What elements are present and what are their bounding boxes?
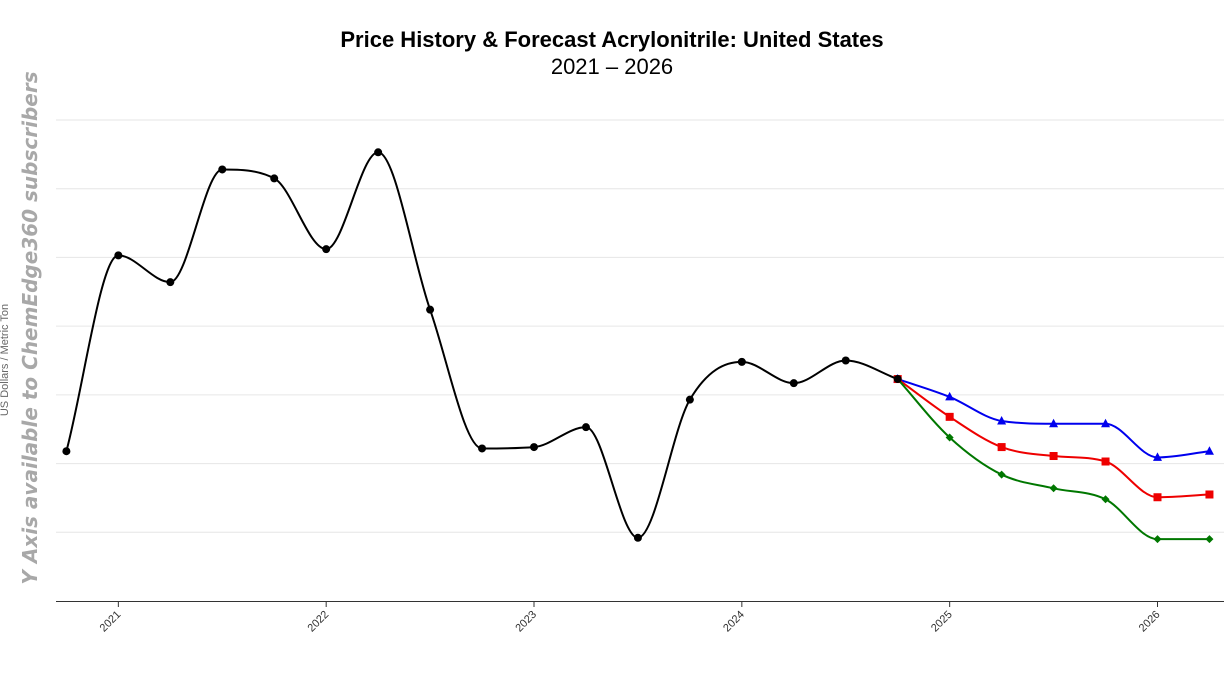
x-tick-label-2024: 2024 [721, 609, 747, 635]
y-axis-label: US Dollars / Metric Ton [0, 304, 11, 416]
point-forecast-mid-4 [1101, 457, 1110, 466]
chart-subtitle: 2021 – 2026 [550, 54, 674, 79]
series-layer [62, 148, 1214, 544]
x-tick-label-2025: 2025 [929, 609, 955, 635]
series-line-forecast-high [897, 378, 1210, 459]
series-history [62, 148, 902, 542]
y-axis-watermark: Y Axis available to ChemEdge360 subscrib… [18, 71, 42, 584]
x-tick-label-2026: 2026 [1137, 609, 1163, 635]
point-history-3 [218, 165, 227, 174]
series-forecast-high [893, 374, 1214, 461]
gridlines [56, 119, 1224, 533]
point-history-2 [166, 278, 175, 287]
point-history-11 [633, 533, 642, 542]
point-forecast-low-6 [1205, 535, 1214, 544]
x-tick-label-2021: 2021 [98, 609, 124, 635]
point-forecast-low-2 [997, 470, 1006, 479]
point-history-15 [841, 356, 850, 365]
point-history-6 [374, 148, 383, 157]
point-forecast-high-1 [945, 391, 955, 401]
point-history-9 [530, 443, 539, 452]
x-tick-label-2022: 2022 [306, 609, 332, 635]
point-history-8 [478, 444, 487, 453]
chart-title: Price History & Forecast Acrylonitrile: … [340, 27, 884, 52]
point-forecast-mid-5 [1153, 493, 1162, 502]
point-forecast-high-6 [1204, 446, 1214, 455]
point-forecast-mid-2 [997, 443, 1006, 452]
point-forecast-mid-6 [1205, 490, 1214, 499]
point-forecast-low-1 [945, 433, 954, 442]
point-forecast-mid-1 [945, 412, 954, 421]
point-history-4 [270, 174, 279, 183]
series-line-forecast-mid [897, 378, 1210, 499]
point-history-7 [426, 305, 435, 314]
point-history-16 [893, 375, 902, 384]
point-forecast-low-3 [1049, 484, 1058, 493]
point-history-0 [62, 447, 71, 456]
point-forecast-low-5 [1153, 535, 1162, 544]
point-forecast-mid-3 [1049, 452, 1058, 461]
point-forecast-low-4 [1101, 495, 1110, 504]
x-axis-ticks: 2021 2022 2023 2024 2025 2026 [98, 601, 1163, 634]
point-history-12 [685, 395, 694, 404]
point-history-5 [322, 245, 331, 254]
point-forecast-high-5 [1152, 452, 1162, 461]
point-history-13 [737, 357, 746, 366]
point-forecast-high-3 [1049, 418, 1059, 428]
x-tick-label-2023: 2023 [513, 609, 539, 635]
series-line-history [65, 151, 899, 539]
point-forecast-high-4 [1101, 418, 1111, 428]
point-history-10 [581, 423, 590, 432]
point-history-14 [789, 379, 798, 388]
point-forecast-high-2 [997, 415, 1007, 425]
point-history-1 [114, 251, 123, 260]
